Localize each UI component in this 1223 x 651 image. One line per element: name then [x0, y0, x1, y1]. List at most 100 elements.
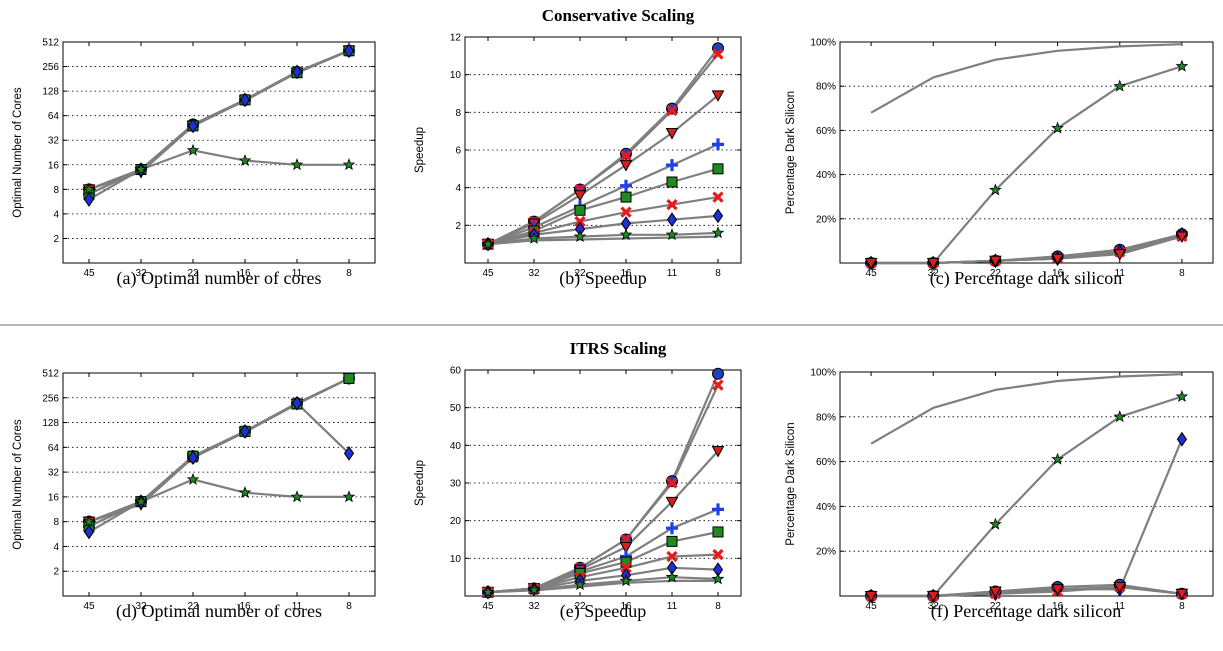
- x-tick-label: 11: [667, 268, 678, 279]
- data-point-diamond: [1176, 431, 1188, 447]
- y-tick-label: 60%: [816, 126, 836, 137]
- data-point-star: [619, 228, 633, 241]
- y-tick-label: 8: [53, 517, 59, 528]
- series-line-4: [88, 377, 350, 528]
- data-point-x: [712, 379, 724, 391]
- data-point-diamond: [239, 92, 251, 108]
- x-tick-label: 45: [482, 268, 494, 279]
- data-point-star: [82, 515, 96, 528]
- panel-caption: (c) Percentage dark silicon: [930, 268, 1122, 289]
- series-line-4: [487, 143, 719, 246]
- y-tick-label: 100%: [810, 38, 836, 49]
- y-tick-label: 4: [455, 183, 461, 194]
- data-point-star: [290, 490, 304, 503]
- series-line-1: [870, 373, 1182, 445]
- y-tick-label: 40%: [816, 170, 836, 181]
- series-line-3: [88, 377, 350, 523]
- y-tick-label: 128: [42, 418, 59, 429]
- chart-panel-4: 2 4 8 16 32 64 128 256 512 45 32 22 16 11 8 Optimal Num…: [12, 369, 376, 622]
- data-point-square: [666, 535, 678, 547]
- x-tick-label: 16: [1052, 601, 1064, 612]
- y-axis-label: Percentage Dark Silicon: [785, 422, 797, 545]
- data-point-triangle: [926, 591, 940, 603]
- y-tick-label: 6: [455, 146, 461, 157]
- series-line-9: [487, 579, 718, 594]
- data-point-triangle: [989, 255, 1002, 268]
- data-point-diamond: [187, 450, 199, 465]
- data-point-star: [1175, 389, 1189, 403]
- chart-panel-5: 10 20 30 40 50 60 45 32 22 16 11 8 Speedup (e) Speedu…: [414, 366, 742, 622]
- x-tick-label: 32: [135, 601, 147, 612]
- data-point-star: [186, 143, 200, 156]
- x-tick-label: 11: [292, 601, 303, 612]
- x-tick-label: 11: [667, 601, 678, 612]
- data-point-star: [481, 237, 495, 250]
- y-tick-label: 50: [450, 403, 462, 414]
- data-point-diamond: [83, 192, 95, 207]
- series-line-3: [487, 94, 719, 246]
- y-axis-label: Speedup: [414, 127, 426, 173]
- series-line-2: [871, 65, 1183, 265]
- series-line-7: [88, 149, 349, 191]
- y-tick-label: 10: [450, 554, 462, 565]
- data-point-square: [712, 163, 724, 175]
- y-tick-label: 512: [42, 38, 59, 49]
- data-point-diamond: [291, 395, 303, 411]
- plot-frame: [62, 372, 376, 597]
- y-tick-label: 20%: [816, 547, 836, 558]
- data-point-star: [186, 472, 200, 485]
- panel-caption: (e) Speedup: [560, 601, 646, 622]
- series-line-3: [88, 49, 350, 191]
- data-point-triangle: [864, 591, 878, 603]
- series-line-4: [487, 508, 719, 594]
- data-point-diamond: [291, 64, 303, 80]
- data-point-star: [527, 583, 541, 596]
- y-tick-label: 40: [450, 441, 462, 452]
- y-tick-label: 40%: [816, 502, 836, 513]
- data-point-triangle: [1051, 253, 1064, 266]
- y-tick-label: 4: [53, 209, 59, 220]
- data-point-plus: [712, 503, 724, 516]
- series-line-7: [88, 478, 349, 523]
- section-title-itrs: ITRS Scaling: [570, 339, 667, 358]
- data-point-triangle: [1113, 582, 1127, 594]
- data-point-circle: [712, 367, 724, 380]
- data-point-diamond: [239, 424, 251, 439]
- data-point-triangle: [1175, 231, 1189, 244]
- y-axis-label: Speedup: [414, 460, 426, 506]
- panel-caption: (f) Percentage dark silicon: [931, 601, 1121, 622]
- data-point-triangle: [665, 496, 679, 509]
- y-tick-label: 8: [53, 185, 59, 196]
- plot-frame: [839, 371, 1214, 597]
- series-line-9: [487, 235, 719, 246]
- data-point-triangle: [1051, 584, 1064, 596]
- y-tick-label: 8: [455, 108, 461, 119]
- series-line-3: [487, 450, 719, 594]
- data-point-plus: [712, 138, 724, 151]
- data-point-square: [666, 176, 678, 188]
- data-point-star: [711, 572, 725, 585]
- data-point-x: [666, 550, 678, 563]
- series-line-1: [88, 377, 350, 523]
- y-tick-label: 2: [53, 234, 59, 245]
- data-point-star: [82, 182, 96, 195]
- data-point-plus: [666, 159, 678, 172]
- series-line-5: [487, 167, 719, 246]
- y-tick-label: 60%: [816, 457, 836, 468]
- data-point-x: [574, 215, 586, 228]
- data-point-star: [134, 495, 148, 508]
- data-point-x: [712, 48, 724, 60]
- data-point-square: [343, 372, 355, 384]
- data-point-star: [1113, 410, 1127, 423]
- y-axis-label: Optimal Number of Cores: [12, 87, 24, 218]
- y-tick-label: 10: [450, 70, 462, 81]
- chart-panel-2: 2 4 6 8 10 12 45 32 22 16 11 8 Speedup (b) Speedup: [414, 33, 742, 289]
- data-point-star: [1051, 452, 1064, 465]
- data-point-star: [711, 226, 725, 239]
- series-line-6: [487, 553, 719, 594]
- chart-panel-6: 20% 40% 60% 80% 100% 45 32 22 16 11 8 Percentage Da…: [785, 368, 1214, 622]
- data-point-x: [666, 198, 678, 211]
- data-point-triangle: [711, 445, 725, 458]
- data-point-plus: [666, 522, 678, 535]
- data-point-triangle: [619, 160, 633, 172]
